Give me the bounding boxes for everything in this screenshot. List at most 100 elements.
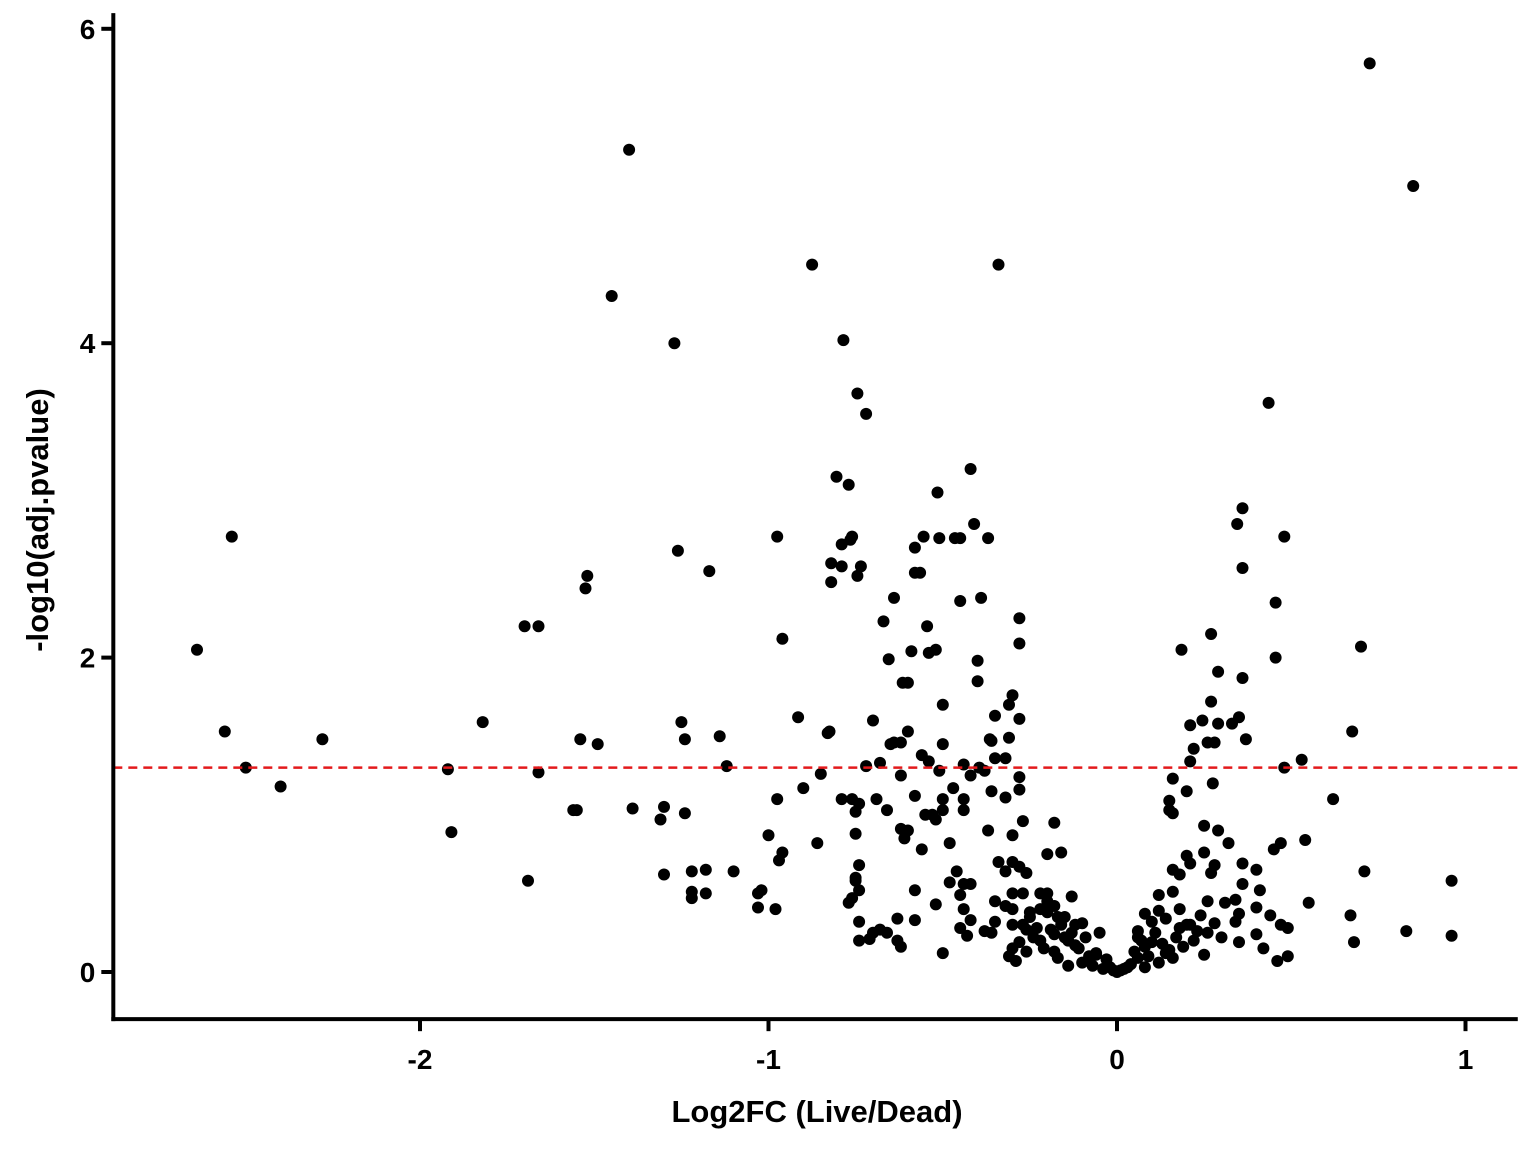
- data-point: [1175, 643, 1188, 656]
- data-point: [1208, 917, 1221, 930]
- data-point: [445, 826, 458, 839]
- data-point: [1013, 783, 1026, 796]
- data-point: [853, 915, 866, 928]
- data-point: [1152, 904, 1165, 917]
- data-point: [929, 813, 942, 826]
- data-point: [579, 582, 592, 595]
- data-point: [1152, 956, 1165, 969]
- data-point: [1044, 923, 1057, 936]
- data-point: [1445, 929, 1458, 942]
- data-point: [1048, 816, 1061, 829]
- data-point: [1013, 712, 1026, 725]
- data-point: [849, 827, 862, 840]
- y-tick-label: 6: [80, 14, 96, 45]
- data-point: [1250, 928, 1263, 941]
- data-point: [1358, 865, 1371, 878]
- data-point: [1097, 962, 1110, 975]
- data-point: [964, 914, 977, 927]
- data-point: [1016, 887, 1029, 900]
- data-point: [1163, 944, 1176, 956]
- y-tick-label: 4: [80, 328, 96, 359]
- data-point: [961, 929, 974, 942]
- data-point: [1166, 772, 1179, 785]
- data-point: [1233, 936, 1245, 949]
- data-point: [626, 802, 639, 815]
- data-point: [1037, 942, 1050, 955]
- data-point: [1086, 959, 1099, 972]
- data-point: [1184, 719, 1197, 732]
- data-point: [1445, 874, 1458, 887]
- data-point: [1229, 893, 1242, 906]
- data-point: [1355, 640, 1367, 653]
- data-point: [518, 620, 531, 633]
- data-point: [1138, 961, 1151, 974]
- data-point: [1152, 889, 1165, 901]
- data-point: [1034, 887, 1047, 900]
- data-point: [1020, 945, 1033, 958]
- data-point: [964, 769, 977, 782]
- data-point: [999, 752, 1012, 765]
- data-point: [943, 876, 956, 889]
- data-point: [971, 654, 984, 667]
- data-point: [1269, 651, 1282, 664]
- data-point: [1187, 934, 1200, 947]
- data-point: [874, 756, 886, 769]
- data-point: [1278, 530, 1291, 543]
- data-point: [776, 632, 789, 645]
- data-point: [1302, 896, 1315, 909]
- data-point: [905, 645, 918, 658]
- data-point: [863, 933, 876, 945]
- data-point: [1145, 915, 1158, 928]
- data-point: [1163, 794, 1176, 807]
- data-point: [989, 915, 1001, 928]
- data-point: [1041, 848, 1054, 861]
- data-point: [1239, 733, 1252, 746]
- data-point: [936, 793, 949, 806]
- x-axis-ticks: -2 -1 0 1: [408, 1019, 1473, 1075]
- data-point: [933, 532, 946, 545]
- data-point: [1212, 717, 1225, 730]
- data-point: [971, 675, 984, 688]
- data-point: [797, 782, 810, 795]
- data-point: [1198, 948, 1211, 961]
- y-axis-label: -log10(adj.pvalue): [20, 388, 55, 652]
- data-point: [1079, 931, 1092, 944]
- data-point: [853, 859, 866, 872]
- data-point: [835, 793, 848, 806]
- data-point: [888, 591, 900, 604]
- data-point: [623, 143, 636, 156]
- data-point: [1271, 955, 1284, 967]
- data-point: [1212, 824, 1225, 837]
- data-point: [699, 863, 712, 876]
- data-point: [1051, 951, 1064, 964]
- data-point: [476, 716, 489, 729]
- data-point: [1348, 936, 1360, 949]
- data-point: [532, 766, 545, 779]
- data-point: [1121, 961, 1134, 974]
- data-point: [989, 752, 1001, 765]
- data-point: [1236, 502, 1249, 515]
- data-point: [191, 643, 203, 656]
- data-point: [936, 947, 949, 960]
- data-point: [1173, 903, 1186, 916]
- data-point: [1023, 911, 1036, 923]
- data-point: [713, 730, 726, 743]
- data-point: [814, 767, 827, 780]
- data-point: [591, 738, 604, 751]
- data-point: [1090, 947, 1103, 960]
- data-point: [752, 887, 764, 900]
- data-point: [1236, 562, 1249, 574]
- data-point: [581, 569, 594, 582]
- data-point: [1231, 518, 1244, 530]
- data-point: [1006, 829, 1019, 842]
- data-point: [1020, 867, 1033, 879]
- data-point: [1138, 907, 1151, 920]
- data-point: [1006, 689, 1019, 702]
- data-point: [849, 805, 862, 818]
- data-point: [1166, 807, 1179, 820]
- data-point: [881, 926, 893, 939]
- data-point: [1212, 665, 1225, 678]
- data-point: [1013, 771, 1026, 784]
- data-point: [835, 560, 848, 573]
